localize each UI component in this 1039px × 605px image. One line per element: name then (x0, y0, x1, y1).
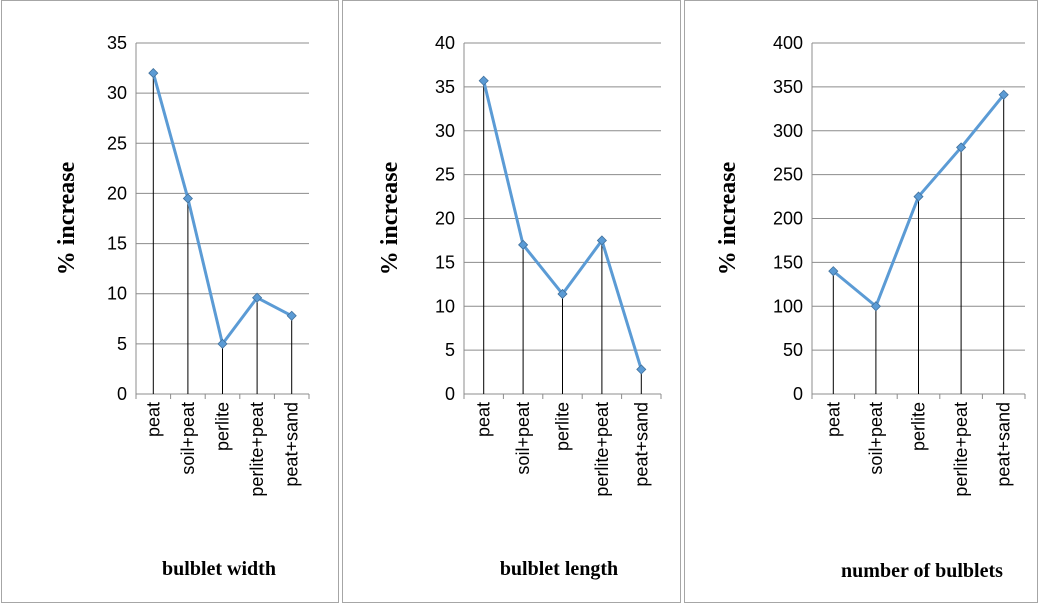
data-point-marker (478, 75, 489, 86)
y-tick-label: 20 (435, 209, 455, 229)
y-tick-label: 25 (435, 165, 455, 185)
x-axis-title: bulblet width (162, 558, 276, 580)
data-point-marker (557, 288, 568, 300)
chart-number-of-bulblets: 0 50 100 150 200 250 300 350 400 peat soil+peat per… (715, 33, 1026, 582)
data-point-marker (518, 239, 529, 250)
y-tick-label: 200 (773, 209, 803, 229)
y-tick-label: 30 (107, 83, 127, 103)
x-tick-label: perlite+peat (247, 402, 267, 497)
y-axis-title: % increase (54, 161, 80, 275)
y-tick-label: 5 (445, 340, 455, 360)
y-tick-label: 350 (773, 77, 803, 97)
x-tick-label: perlite+peat (592, 402, 612, 497)
data-point-marker (182, 193, 193, 204)
x-tick-label: soil+peat (513, 402, 533, 475)
data-point-marker (217, 338, 228, 349)
series-line (151, 72, 293, 346)
y-tick-label: 250 (773, 165, 803, 185)
y-tick-label: 5 (117, 334, 127, 354)
data-point-marker (252, 292, 263, 303)
x-tick-label: peat+sand (994, 402, 1014, 487)
y-tick-label: 35 (435, 77, 455, 97)
data-point-marker (596, 235, 607, 246)
data-point-marker (956, 142, 967, 153)
x-tick-label: soil+peat (178, 402, 198, 475)
y-tick-label: 0 (445, 384, 455, 404)
chart-bulblet-length: 0 5 10 15 20 25 30 35 40 peat soil+peat perlite perl… (377, 33, 662, 580)
x-tick-label: soil+peat (866, 402, 886, 475)
y-tick-label: 30 (435, 121, 455, 141)
y-tick-label: 20 (107, 183, 127, 203)
x-tick-label: perlite (909, 402, 929, 451)
x-axis-title: number of bulblets (841, 560, 1003, 582)
y-tick-label: 300 (773, 121, 803, 141)
data-point-marker (913, 191, 924, 202)
y-tick-label: 0 (793, 384, 803, 404)
x-tick-label: peat (143, 402, 163, 437)
x-tick-label: peat+sand (282, 402, 302, 487)
data-point-marker (870, 301, 881, 312)
data-point-marker (148, 68, 159, 79)
y-tick-label: 150 (773, 252, 803, 272)
data-point-marker (998, 89, 1009, 100)
data-point-marker (636, 364, 647, 375)
x-tick-label: peat+sand (631, 402, 651, 487)
x-tick-label: perlite (553, 402, 573, 451)
y-tick-label: 50 (783, 340, 803, 360)
y-axis-title: % increase (377, 161, 403, 275)
chart-panel-bulblet-width: 0 5 10 15 20 25 30 35 peat soil+peat perlite perlit… (1, 0, 339, 603)
y-tick-label: 400 (773, 33, 803, 53)
x-tick-label: peat (474, 402, 494, 437)
y-tick-label: 35 (107, 33, 127, 53)
x-tick-label: perlite (213, 402, 233, 451)
data-point-marker (286, 310, 297, 321)
y-tick-label: 25 (107, 133, 127, 153)
y-tick-label: 10 (435, 296, 455, 316)
y-tick-label: 40 (435, 33, 455, 53)
data-point-marker (828, 266, 839, 277)
x-axis-title: bulblet length (500, 558, 618, 580)
chart-panel-number-of-bulblets: 0 50 100 150 200 250 300 350 400 peat soil+peat per… (684, 0, 1038, 603)
y-tick-label: 15 (107, 234, 127, 254)
y-tick-label: 15 (435, 252, 455, 272)
y-axis-title: % increase (715, 161, 741, 275)
x-tick-label: peat (823, 402, 843, 437)
y-tick-label: 0 (117, 384, 127, 404)
chart-bulblet-width: 0 5 10 15 20 25 30 35 peat soil+peat perlite perlit… (54, 33, 310, 580)
x-tick-label: perlite+peat (951, 402, 971, 497)
y-tick-label: 10 (107, 284, 127, 304)
y-tick-label: 100 (773, 296, 803, 316)
chart-panel-bulblet-length: 0 5 10 15 20 25 30 35 40 peat soil+peat perlite perl… (342, 0, 681, 603)
